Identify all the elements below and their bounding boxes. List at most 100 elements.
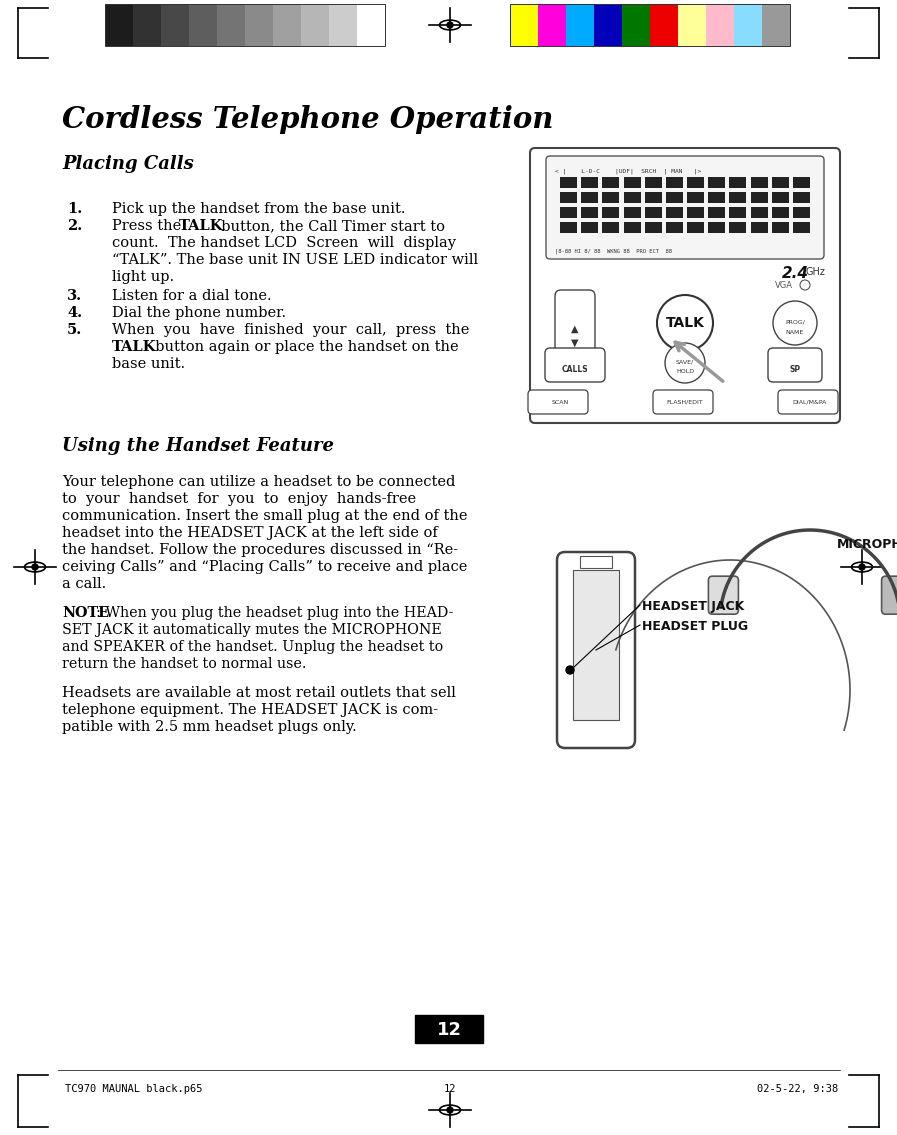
- Bar: [133, 5, 161, 47]
- FancyBboxPatch shape: [557, 552, 635, 748]
- Bar: [666, 192, 683, 203]
- Text: 12: 12: [437, 1022, 461, 1039]
- Bar: [645, 192, 662, 203]
- Bar: [709, 177, 725, 187]
- Bar: [762, 5, 790, 47]
- Text: base unit.: base unit.: [112, 358, 185, 371]
- Text: Placing Calls: Placing Calls: [62, 155, 194, 173]
- Bar: [357, 5, 385, 47]
- FancyBboxPatch shape: [778, 390, 838, 414]
- Text: TALK: TALK: [179, 219, 223, 233]
- Ellipse shape: [851, 562, 873, 572]
- Text: 4.: 4.: [67, 306, 83, 320]
- Circle shape: [566, 666, 574, 674]
- Text: Headsets are available at most retail outlets that sell: Headsets are available at most retail ou…: [62, 686, 456, 700]
- Bar: [603, 177, 620, 187]
- Circle shape: [657, 295, 713, 351]
- Ellipse shape: [440, 1105, 460, 1115]
- Bar: [594, 5, 622, 47]
- Circle shape: [859, 564, 865, 570]
- Circle shape: [32, 564, 38, 570]
- Bar: [729, 221, 746, 233]
- Text: Pick up the handset from the base unit.: Pick up the handset from the base unit.: [112, 202, 405, 216]
- Bar: [581, 192, 598, 203]
- Text: 02-5-22, 9:38: 02-5-22, 9:38: [757, 1084, 838, 1094]
- Bar: [771, 177, 788, 187]
- Text: to  your  handset  for  you  to  enjoy  hands-free: to your handset for you to enjoy hands-f…: [62, 491, 416, 506]
- Bar: [751, 221, 768, 233]
- FancyBboxPatch shape: [709, 577, 738, 614]
- Bar: [623, 221, 640, 233]
- FancyBboxPatch shape: [545, 348, 605, 382]
- Text: ▲: ▲: [571, 323, 579, 334]
- Text: 2.4: 2.4: [782, 266, 809, 281]
- Text: patible with 2.5 mm headset plugs only.: patible with 2.5 mm headset plugs only.: [62, 720, 357, 734]
- FancyBboxPatch shape: [528, 390, 588, 414]
- Ellipse shape: [24, 562, 46, 572]
- Text: NAME: NAME: [786, 330, 804, 335]
- Bar: [560, 177, 577, 187]
- Bar: [581, 177, 598, 187]
- Bar: [603, 192, 620, 203]
- Text: |8-88 HI 8/ 88  WKNG 88  PRO ECT  88: |8-88 HI 8/ 88 WKNG 88 PRO ECT 88: [555, 249, 672, 253]
- Bar: [793, 192, 810, 203]
- FancyBboxPatch shape: [882, 577, 897, 614]
- Circle shape: [447, 22, 453, 28]
- Bar: [217, 5, 245, 47]
- Bar: [580, 556, 612, 568]
- Text: SET JACK it automatically mutes the MICROPHONE: SET JACK it automatically mutes the MICR…: [62, 623, 441, 637]
- FancyBboxPatch shape: [530, 148, 840, 423]
- Text: communication. Insert the small plug at the end of the: communication. Insert the small plug at …: [62, 508, 467, 523]
- Circle shape: [773, 301, 817, 345]
- Text: Dial the phone number.: Dial the phone number.: [112, 306, 286, 320]
- Text: CALLS: CALLS: [562, 365, 588, 375]
- Bar: [622, 5, 650, 47]
- Text: SAVE/: SAVE/: [676, 360, 694, 365]
- Text: 3.: 3.: [67, 289, 83, 303]
- Text: button, the Call Timer start to: button, the Call Timer start to: [212, 219, 445, 233]
- Bar: [581, 221, 598, 233]
- Bar: [189, 5, 217, 47]
- Bar: [329, 5, 357, 47]
- Bar: [687, 207, 704, 218]
- Bar: [666, 221, 683, 233]
- Text: VGA: VGA: [775, 281, 793, 291]
- Text: SCAN: SCAN: [552, 400, 569, 405]
- Bar: [751, 192, 768, 203]
- Text: the handset. Follow the procedures discussed in “Re-: the handset. Follow the procedures discu…: [62, 543, 458, 557]
- Bar: [687, 221, 704, 233]
- Bar: [734, 5, 762, 47]
- Text: When  you  have  finished  your  call,  press  the: When you have finished your call, press …: [112, 323, 469, 337]
- Bar: [793, 177, 810, 187]
- Text: Your telephone can utilize a headset to be connected: Your telephone can utilize a headset to …: [62, 476, 456, 489]
- Bar: [105, 5, 385, 47]
- Ellipse shape: [440, 20, 460, 30]
- Text: headset into the HEADSET JACK at the left side of: headset into the HEADSET JACK at the lef…: [62, 526, 438, 540]
- Bar: [729, 177, 746, 187]
- Bar: [245, 5, 273, 47]
- Text: 2.: 2.: [67, 219, 83, 233]
- Bar: [510, 5, 790, 47]
- Bar: [706, 5, 734, 47]
- Bar: [560, 221, 577, 233]
- FancyBboxPatch shape: [555, 291, 595, 352]
- Text: TC970 MAUNAL black.p65: TC970 MAUNAL black.p65: [65, 1084, 203, 1094]
- Bar: [793, 221, 810, 233]
- Bar: [161, 5, 189, 47]
- Text: < |    L-D-C    |UDF|  SRCH  | MAN   |>: < | L-D-C |UDF| SRCH | MAN |>: [555, 168, 701, 174]
- Text: light up.: light up.: [112, 270, 174, 284]
- Text: 1.: 1.: [67, 202, 83, 216]
- Bar: [709, 192, 725, 203]
- Text: ceiving Calls” and “Placing Calls” to receive and place: ceiving Calls” and “Placing Calls” to re…: [62, 560, 467, 574]
- Text: Cordless Telephone Operation: Cordless Telephone Operation: [62, 106, 553, 134]
- Bar: [566, 5, 594, 47]
- Circle shape: [665, 343, 705, 382]
- Bar: [603, 207, 620, 218]
- Bar: [793, 207, 810, 218]
- Text: Using the Handset Feature: Using the Handset Feature: [62, 437, 334, 455]
- Bar: [709, 221, 725, 233]
- Bar: [623, 207, 640, 218]
- Text: return the handset to normal use.: return the handset to normal use.: [62, 657, 307, 671]
- Bar: [645, 177, 662, 187]
- Text: NOTE: NOTE: [62, 606, 109, 620]
